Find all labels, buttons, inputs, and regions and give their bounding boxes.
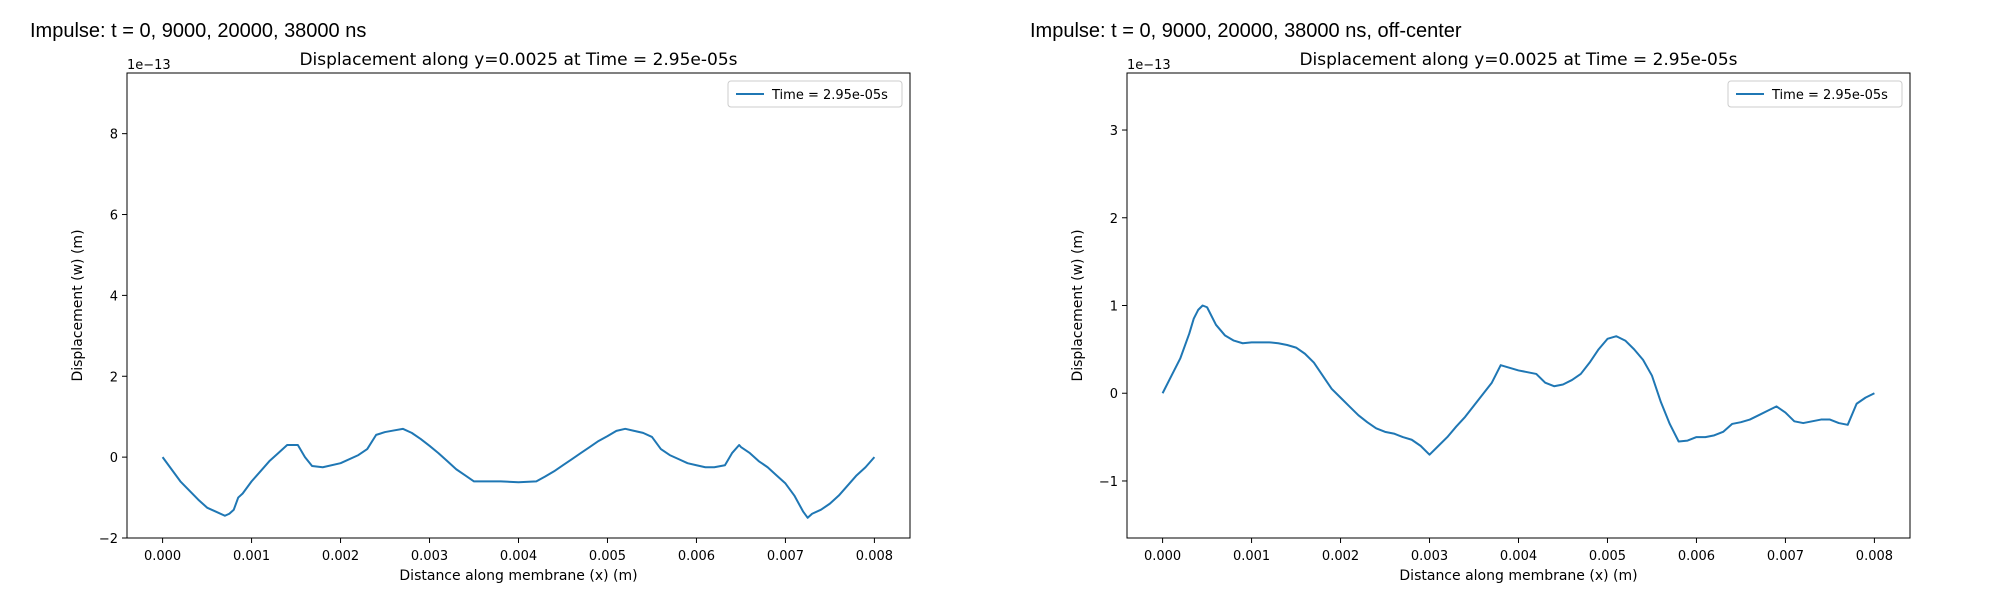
x-tick-label: 0.006 — [1678, 549, 1715, 564]
y-axis-label: Displacement (w) (m) — [1070, 229, 1086, 381]
series-line — [161, 427, 876, 519]
x-tick-label: 0.004 — [1500, 549, 1537, 564]
figure-left: Impulse: t = 0, 9000, 20000, 38000 ns Di… — [30, 20, 911, 584]
plot-frame — [126, 72, 911, 539]
y-tick-label: 0 — [1110, 387, 1118, 402]
x-tick-label: 0.008 — [1856, 549, 1893, 564]
legend-box — [1727, 80, 1903, 108]
x-tick-label: 0.001 — [233, 549, 270, 564]
x-axis-label: Distance along membrane (x) (m) — [1399, 568, 1637, 584]
x-tick-label: 0.000 — [144, 549, 181, 564]
y-axis-exponent: 1e−13 — [1127, 58, 1171, 73]
y-axis-exponent: 1e−13 — [127, 58, 171, 73]
y-tick-label: −2 — [99, 532, 118, 547]
x-tick-label: 0.007 — [1767, 549, 1804, 564]
legend-label: Time = 2.95e-05s — [1771, 88, 1888, 103]
chart-title: Displacement along y=0.0025 at Time = 2.… — [1299, 50, 1737, 70]
line-chart-centered: Displacement along y=0.0025 at Time = 2.… — [70, 50, 911, 584]
series-line — [1161, 304, 1875, 456]
y-tick-label: 8 — [110, 128, 118, 143]
x-tick-label: 0.006 — [678, 549, 715, 564]
figure-right: Impulse: t = 0, 9000, 20000, 38000 ns, o… — [1000, 0, 2000, 600]
legend-label: Time = 2.95e-05s — [771, 88, 888, 103]
figure-suptitle: Impulse: t = 0, 9000, 20000, 38000 ns, o… — [1030, 20, 1462, 42]
y-tick-label: 4 — [110, 289, 118, 304]
y-axis-label: Displacement (w) (m) — [70, 229, 86, 381]
x-tick-label: 0.002 — [1322, 549, 1359, 564]
chart-title: Displacement along y=0.0025 at Time = 2.… — [299, 50, 737, 70]
figure-suptitle: Impulse: t = 0, 9000, 20000, 38000 ns — [30, 20, 367, 42]
y-tick-label: 6 — [110, 209, 118, 224]
y-tick-label: 2 — [1110, 212, 1118, 227]
x-tick-label: 0.005 — [1589, 549, 1626, 564]
x-tick-label: 0.002 — [322, 549, 359, 564]
y-tick-label: −1 — [1099, 475, 1118, 490]
x-tick-label: 0.004 — [500, 549, 537, 564]
x-tick-label: 0.005 — [589, 549, 626, 564]
x-tick-label: 0.007 — [767, 549, 804, 564]
x-axis-label: Distance along membrane (x) (m) — [399, 568, 637, 584]
x-tick-label: 0.003 — [411, 549, 448, 564]
y-tick-label: 0 — [110, 451, 118, 466]
y-tick-label: 2 — [110, 370, 118, 385]
x-tick-label: 0.008 — [856, 549, 893, 564]
x-tick-label: 0.000 — [1144, 549, 1181, 564]
line-chart-off-center: Displacement along y=0.0025 at Time = 2.… — [1070, 50, 1911, 584]
plot-frame — [1126, 72, 1911, 539]
y-tick-label: 1 — [1110, 300, 1118, 315]
x-tick-label: 0.001 — [1233, 549, 1270, 564]
y-tick-label: 3 — [1110, 124, 1118, 139]
x-tick-label: 0.003 — [1411, 549, 1448, 564]
legend-box — [727, 80, 903, 108]
